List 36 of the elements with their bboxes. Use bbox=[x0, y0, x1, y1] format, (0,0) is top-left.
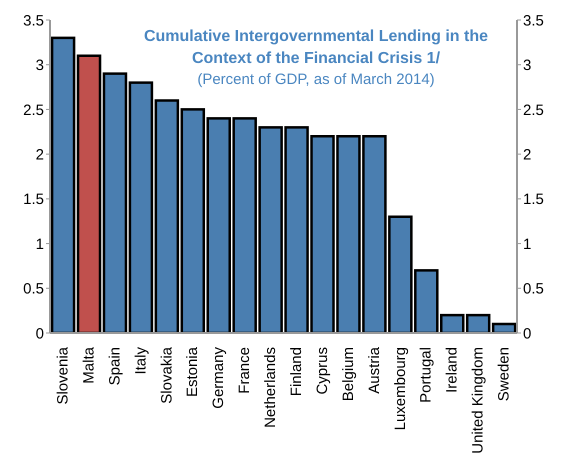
x-tick-label: Estonia bbox=[184, 346, 202, 398]
y2-tick-label: 3 bbox=[523, 57, 532, 74]
x-tick-label: Cyprus bbox=[314, 347, 331, 395]
x-tick-label: Italy bbox=[132, 346, 150, 375]
y2-tick-label: 2.5 bbox=[523, 102, 544, 119]
x-tick-label: Netherlands bbox=[262, 347, 280, 428]
y-tick-label: 3 bbox=[36, 57, 44, 74]
y2-tick-label: 0 bbox=[523, 325, 532, 342]
x-tick-label: Spain bbox=[106, 347, 124, 386]
x-tick-label: Sweden bbox=[496, 347, 513, 402]
y2-tick-label: 0.5 bbox=[523, 280, 544, 298]
y2-tick-label: 1 bbox=[523, 236, 532, 253]
y2-tick-label: 3.5 bbox=[523, 12, 544, 30]
x-tick-label: Slovakia bbox=[158, 346, 176, 404]
y2-tick-label: 1.5 bbox=[523, 191, 544, 208]
y-tick-label: 3.5 bbox=[23, 12, 44, 30]
text: Cumulative Intergovernmental Lending in the Context of the Financial Crisis 1/ bbox=[142, 27, 490, 69]
x-tick-label: Belgium bbox=[340, 347, 357, 402]
y-tick-label: 2.5 bbox=[23, 102, 44, 119]
y-tick-label: 0 bbox=[36, 325, 44, 342]
y-tick-label: 0.5 bbox=[23, 280, 44, 298]
x-tick-label: Ireland bbox=[444, 347, 461, 393]
y-tick-label: 1 bbox=[36, 236, 44, 253]
y2-tick-label: 2 bbox=[523, 146, 532, 164]
x-tick-label: Finland bbox=[288, 347, 305, 396]
x-tick-label: Luxembourg bbox=[392, 347, 409, 430]
y-tick-label: 2 bbox=[36, 146, 44, 164]
x-tick-label: United Kingdom bbox=[470, 347, 487, 454]
y-tick-label: 1.5 bbox=[23, 191, 44, 208]
x-tick-label: Slovenia bbox=[54, 346, 72, 405]
x-tick-label: Germany bbox=[210, 346, 228, 409]
x-tick-label: Malta bbox=[80, 346, 98, 384]
x-tick-label: France bbox=[236, 347, 254, 394]
text: (Percent of GDP, as of March 2014) bbox=[196, 70, 436, 90]
x-tick-label: Austria bbox=[366, 346, 383, 394]
x-tick-label: Portugal bbox=[418, 347, 435, 403]
